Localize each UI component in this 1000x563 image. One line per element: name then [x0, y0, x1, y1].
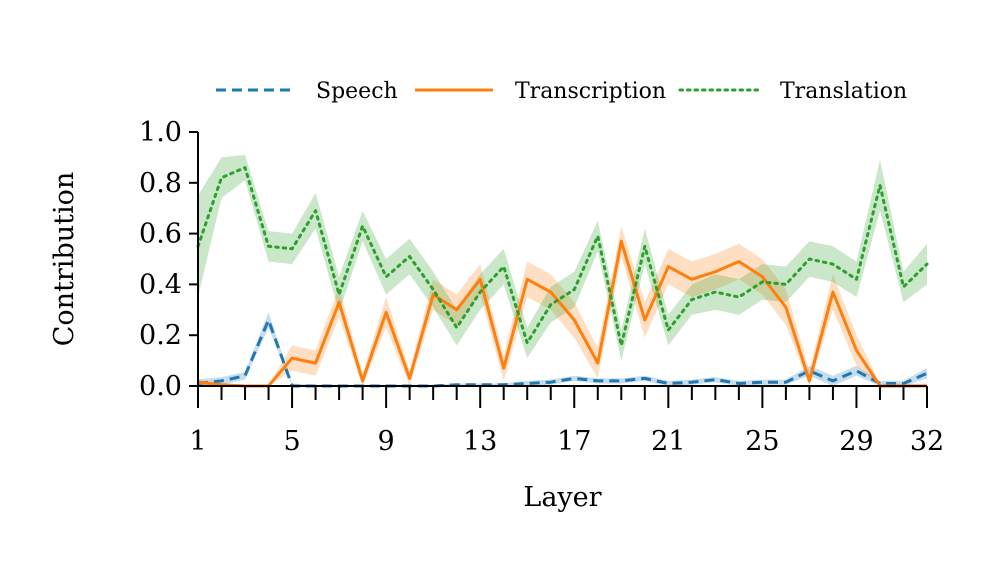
series-lines — [196, 166, 929, 388]
x-tick-label: 29 — [839, 426, 873, 457]
transcription-line — [197, 239, 927, 388]
x-tick-label: 9 — [378, 426, 395, 457]
y-tick-label: 0.2 — [139, 320, 182, 351]
x-axis-title: Layer — [523, 482, 601, 513]
translation-line — [196, 166, 929, 347]
translation-legend-label: Translation — [780, 79, 907, 104]
x-tick-label: 13 — [463, 426, 497, 457]
y-axis-title: Contribution — [49, 172, 80, 347]
x-tick-label: 5 — [283, 426, 300, 457]
y-tick-label: 0.0 — [139, 371, 182, 402]
speech-band — [198, 312, 927, 386]
x-tick-label: 21 — [651, 426, 685, 457]
y-tick-label: 0.6 — [139, 219, 182, 250]
transcription-legend-label: Transcription — [515, 79, 666, 104]
x-tick-label: 17 — [557, 426, 591, 457]
y-tick-label: 0.8 — [139, 168, 182, 199]
x-tick-label: 32 — [910, 426, 944, 457]
y-tick-label: 0.4 — [139, 269, 182, 300]
x-tick-label: 1 — [189, 426, 206, 457]
y-tick-label: 1.0 — [139, 117, 182, 148]
speech-legend-label: Speech — [316, 79, 398, 104]
axes: 0.0 0.2 0.4 0.6 0.8 1.0 1 5 9 13 17 21 25 29 32 — [139, 117, 944, 457]
x-tick-label: 25 — [745, 426, 779, 457]
legend: Speech Transcription Translation — [216, 79, 907, 104]
translation-band — [198, 154, 927, 361]
